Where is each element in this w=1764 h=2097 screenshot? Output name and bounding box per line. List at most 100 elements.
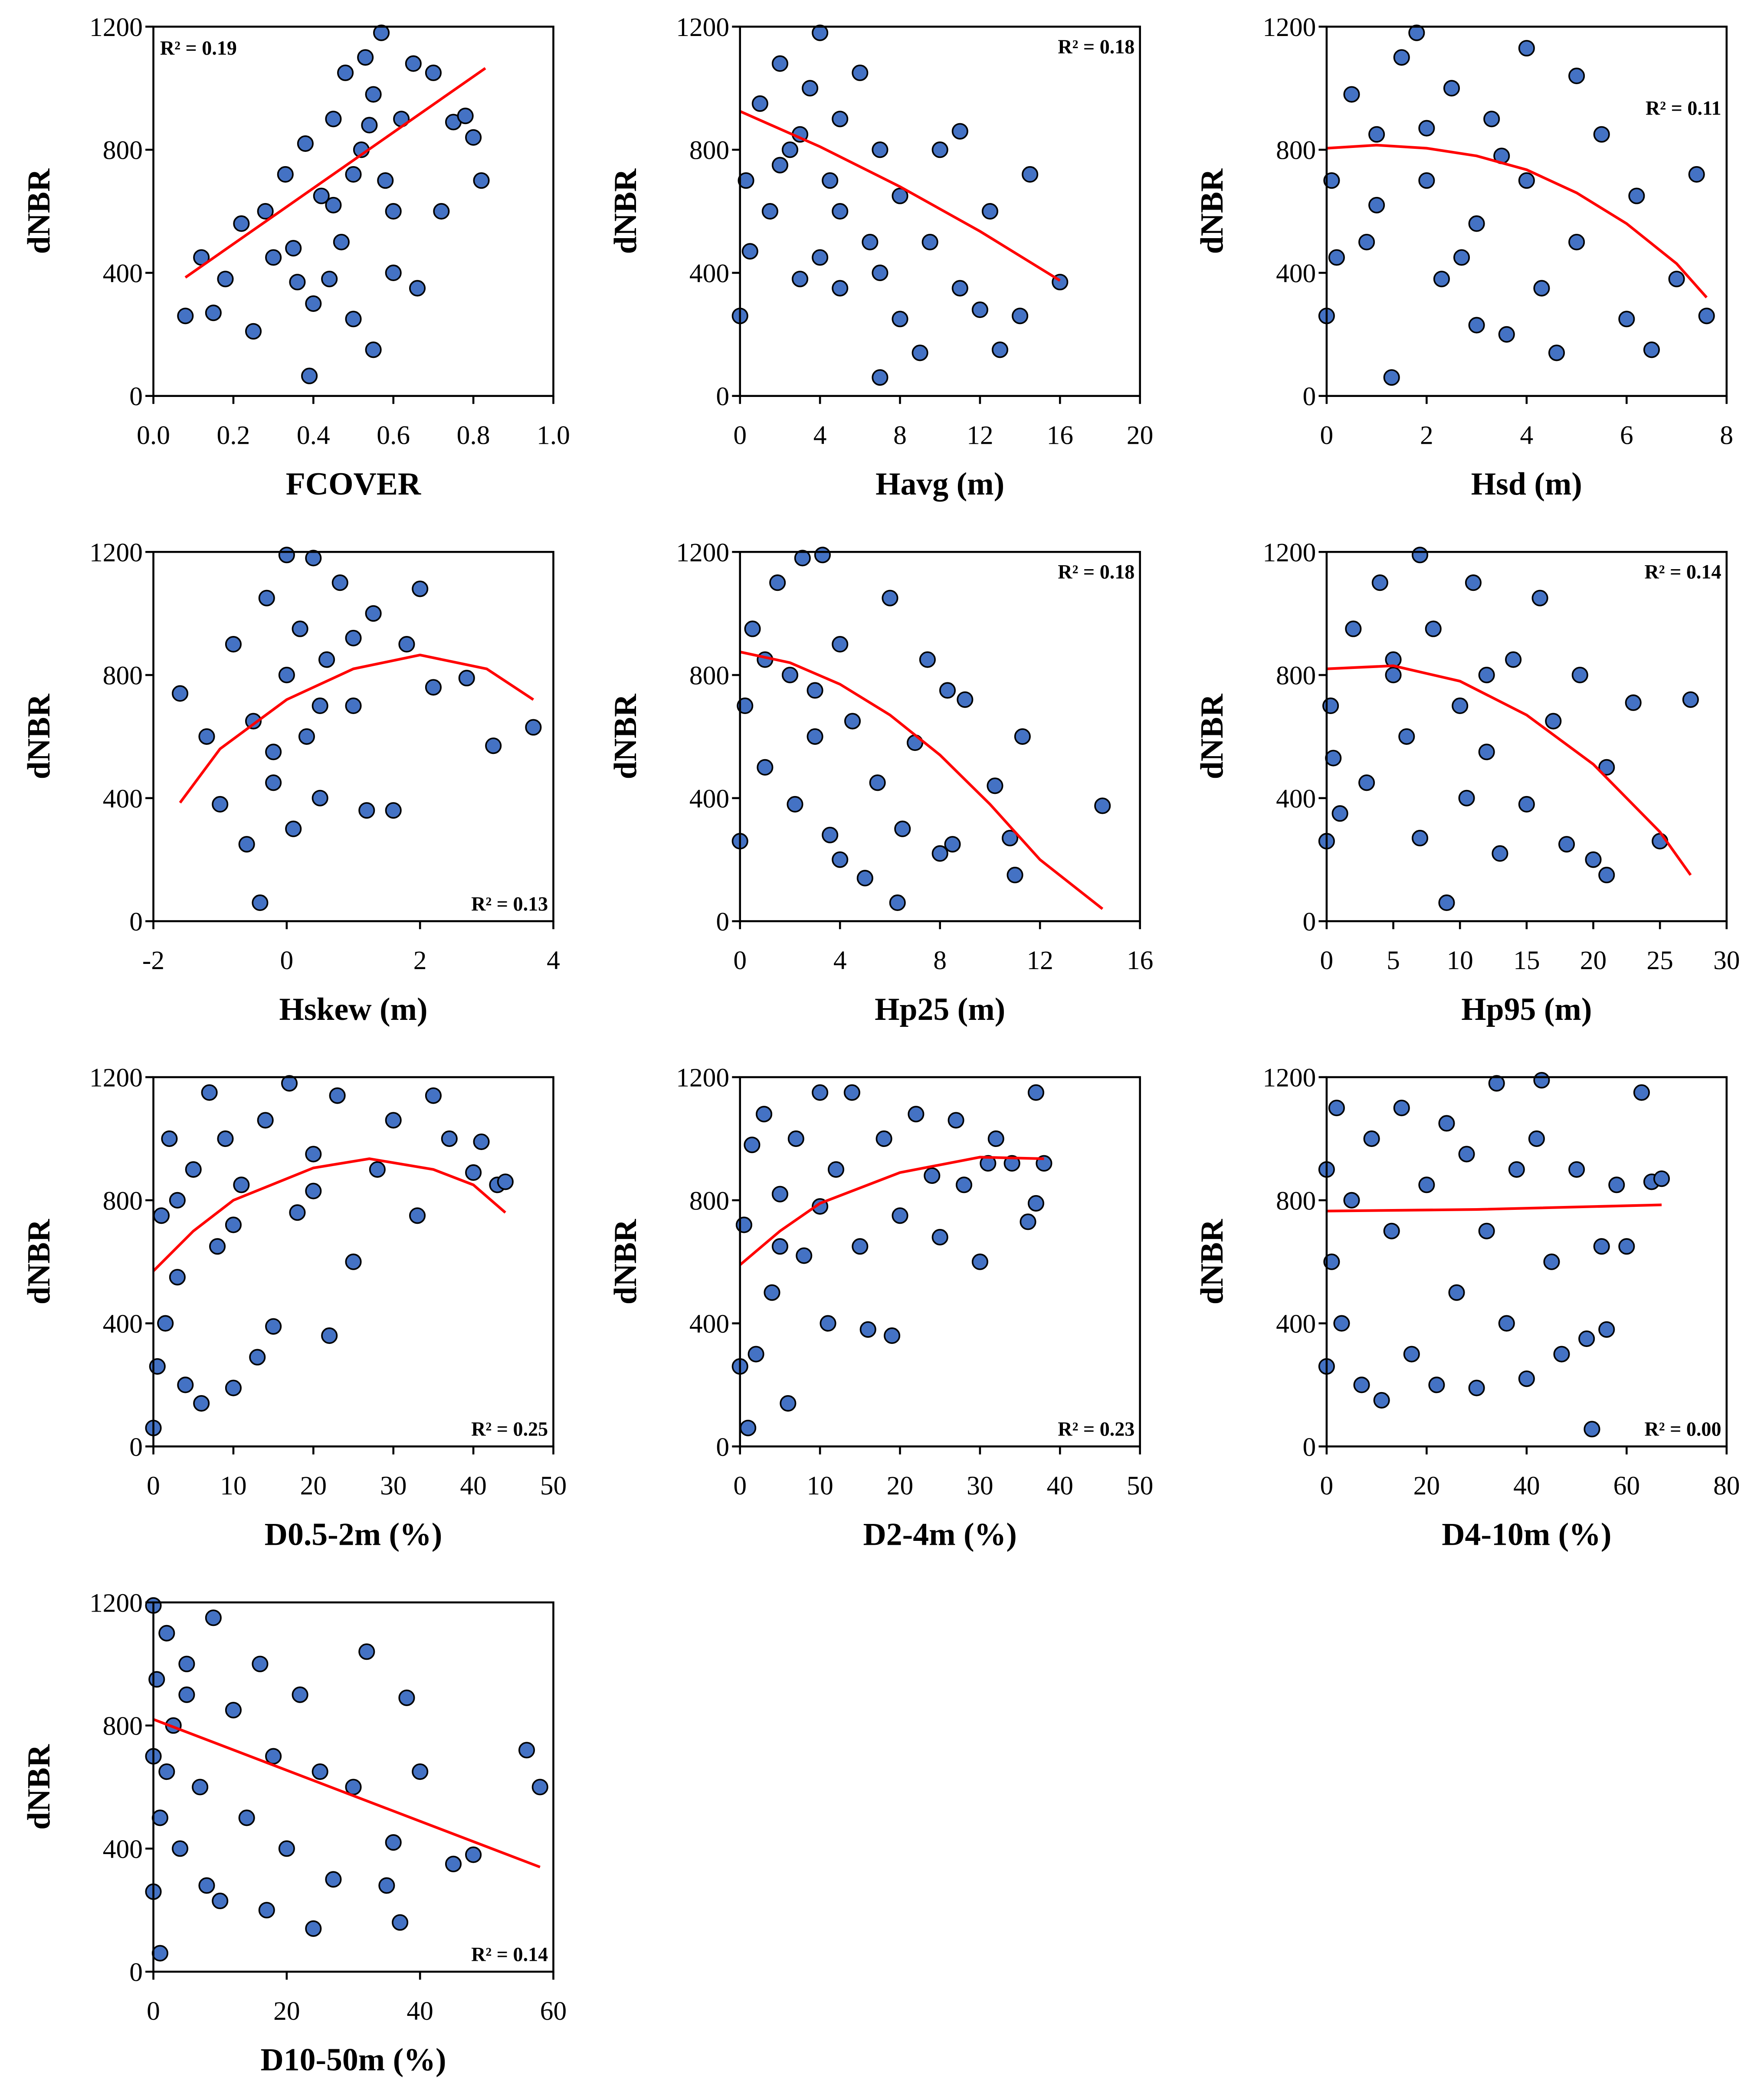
data-point [225,1379,242,1396]
y-tick-label: 400 [689,1309,729,1339]
data-point [1498,1315,1515,1332]
data-point [1403,1346,1420,1363]
data-point [281,1075,298,1092]
data-point [201,1084,218,1101]
data-point [1633,1084,1650,1101]
data-point [1398,728,1415,745]
y-tick-label: 800 [103,1711,143,1741]
x-tick-label: 20 [1580,946,1607,975]
r-squared-label: R² = 0.11 [1646,97,1721,119]
y-tick-label: 0 [1303,1432,1316,1462]
data-point [931,1229,948,1246]
x-axis-title: Hsd (m) [1471,466,1582,501]
data-point [1443,80,1460,97]
data-point [301,367,318,384]
data-point [292,1686,308,1703]
trend-line [153,1718,541,1868]
data-point [497,1173,514,1190]
x-tick-label: 4 [547,946,560,975]
data-point [409,1207,426,1224]
data-point [311,790,328,806]
data-point [822,172,839,189]
data-point [791,271,809,288]
data-point [1333,1315,1350,1332]
data-point [1578,1330,1595,1347]
data-point [385,1834,402,1851]
data-point [889,894,906,911]
data-point [345,166,362,183]
data-point [278,547,295,564]
scatter-panel-2: 0 400 800 1200 0 4 8 12 16 20 Havg (m) dNBR R² = 0.1… [607,13,1153,501]
y-tick-label: 800 [1276,136,1316,165]
data-point [345,1779,362,1796]
data-point [1007,867,1023,884]
x-tick-label: 8 [893,420,907,450]
y-tick-label: 800 [1276,661,1316,691]
y-axis-title: dNBR [21,1744,56,1829]
data-point [1358,233,1375,251]
y-tick-label: 800 [1276,1186,1316,1216]
x-axis-title: Havg (m) [875,466,1004,501]
data-point [1668,271,1685,288]
data-point [921,233,938,251]
x-tick-label: 25 [1646,946,1673,975]
data-point [1331,805,1348,822]
scatter-panel-10: 0 400 800 1200 0 20 40 60 D10-50m (%) dNBR R² = 0.… [21,1588,567,2077]
data-point [1425,620,1442,637]
data-point [882,590,898,606]
data-point [812,249,829,266]
data-point [892,311,908,328]
data-point [305,1183,322,1199]
x-tick-label: 80 [1713,1471,1740,1501]
r-squared-label: R² = 0.25 [471,1418,548,1440]
y-tick-label: 800 [689,661,729,691]
data-point [1618,311,1635,328]
x-axis-title: D10-50m (%) [260,2042,446,2077]
y-tick-label: 400 [103,259,143,288]
data-point [1428,1376,1445,1393]
data-point [177,1376,194,1393]
x-tick-label: 0.6 [377,420,410,450]
data-point [761,203,778,220]
y-tick-label: 0 [716,382,729,411]
data-points [177,24,490,384]
data-point [151,1809,168,1826]
data-point [385,802,402,819]
data-point [812,1084,829,1101]
data-point [298,728,315,745]
data-point [1518,796,1535,813]
y-tick-label: 0 [1303,907,1316,937]
data-point [1358,774,1375,791]
data-point [971,1253,988,1270]
data-point [158,1625,175,1642]
data-point [957,691,974,708]
data-point [518,1742,535,1759]
data-point [1368,197,1385,213]
data-point [1385,666,1402,684]
data-point [158,1763,175,1780]
data-point [796,1247,813,1264]
x-tick-label: 4 [1520,420,1533,450]
r-squared-label: R² = 0.23 [1058,1418,1134,1440]
x-tick-label: 40 [407,1996,433,2026]
data-point [872,264,889,282]
data-point [1608,1176,1625,1193]
data-point [149,1358,166,1375]
x-tick-label: 2 [1420,420,1433,450]
data-point [827,1161,845,1178]
x-tick-label: 60 [1613,1471,1640,1501]
trend-line [184,67,486,279]
data-point [794,550,811,567]
x-tick-label: 0 [733,420,747,450]
data-point [1533,1072,1550,1089]
data-point [458,670,475,687]
data-point [948,1112,964,1129]
data-point [445,1855,462,1872]
x-tick-label: 20 [300,1471,327,1501]
data-point [981,203,998,220]
x-tick-label: 12 [1026,946,1053,975]
data-point [258,590,275,606]
data-point [771,55,788,72]
trend-line [740,650,1104,910]
